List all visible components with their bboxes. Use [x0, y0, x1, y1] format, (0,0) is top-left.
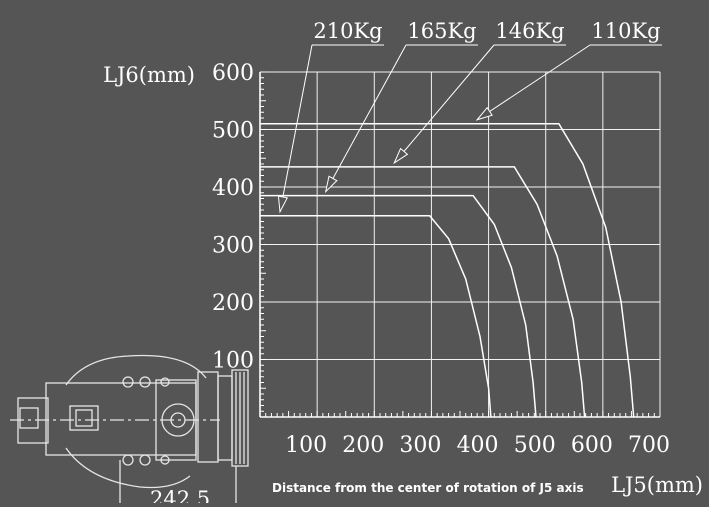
robot-wrist-drawing — [10, 354, 249, 503]
series-label: 110Kg — [591, 19, 660, 43]
x-tick-label: 500 — [514, 433, 556, 458]
y-tick-label: 200 — [212, 291, 254, 316]
series-leader-line — [325, 44, 407, 192]
x-tick-label: 300 — [399, 433, 441, 458]
series-line — [260, 194, 537, 418]
series-leader-line — [393, 44, 495, 164]
y-tick-label: 100 — [212, 349, 254, 374]
series-line — [260, 215, 492, 418]
x-tick-label: 700 — [628, 433, 670, 458]
y-axis-title: LJ6(mm) — [103, 63, 195, 87]
x-tick-label: 200 — [342, 433, 384, 458]
series-leader-line — [476, 44, 591, 121]
x-tick-label: 600 — [571, 433, 613, 458]
x-tick-label: 100 — [285, 433, 327, 458]
y-tick-label: 300 — [212, 234, 254, 259]
series-line — [260, 166, 586, 418]
series-arrowhead — [393, 147, 409, 165]
x-tick-label: 400 — [457, 433, 499, 458]
y-tick-label: 400 — [212, 176, 254, 201]
y-tick-label: 600 — [212, 61, 254, 86]
series-leader-line — [279, 44, 313, 212]
y-tick-label: 500 — [212, 119, 254, 144]
series-line — [260, 123, 635, 418]
series-arrowhead — [475, 106, 493, 121]
x-axis-title: LJ5(mm) — [611, 473, 703, 497]
x-axis-note: Distance from the center of rotation of … — [272, 481, 584, 495]
series-arrowhead — [277, 195, 289, 214]
series-label: 146Kg — [495, 19, 564, 43]
series-label: 165Kg — [407, 19, 476, 43]
series-label: 210Kg — [313, 19, 382, 43]
series-arrowhead — [324, 175, 338, 194]
dimension-note: 242.5 — [150, 487, 210, 503]
